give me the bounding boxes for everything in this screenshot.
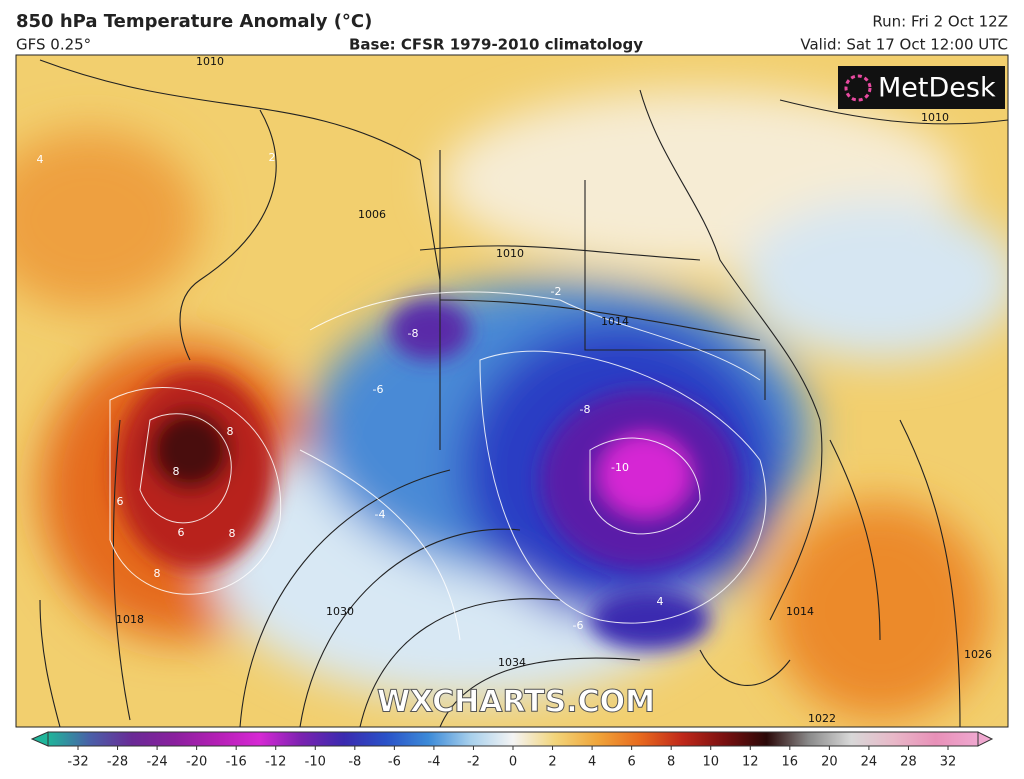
contour-label: 1014 bbox=[786, 605, 814, 618]
colorbar-tick-label: -2 bbox=[467, 755, 480, 770]
contour-label: 8 bbox=[173, 465, 180, 478]
contour-label: 1010 bbox=[496, 247, 524, 260]
colorbar-tick-label: 28 bbox=[900, 755, 917, 770]
contour-label: 2 bbox=[269, 151, 276, 164]
colorbar-tick-label: -28 bbox=[107, 755, 128, 770]
colorbar-arrow-right bbox=[977, 731, 994, 747]
colorbar-tick-label: 10 bbox=[702, 755, 719, 770]
colorbar-tick-label: 12 bbox=[742, 755, 759, 770]
colorbar-tick-label: -12 bbox=[265, 755, 286, 770]
contour-label: 1014 bbox=[601, 315, 629, 328]
watermark: WXCHARTS.COM bbox=[377, 685, 655, 720]
colorbar-tick-label: 4 bbox=[588, 755, 596, 770]
contour-label: 1010 bbox=[196, 55, 224, 68]
base: Base: CFSR 1979-2010 climatology bbox=[349, 36, 643, 54]
colorbar-tick-label: 0 bbox=[509, 755, 517, 770]
contour-label: -8 bbox=[580, 403, 591, 416]
colorbar-tick-label: -20 bbox=[186, 755, 207, 770]
map: 1010 1006 1010 1014 1010 1030 1034 1022 1026 1014… bbox=[16, 55, 1008, 727]
contour-label: 1018 bbox=[116, 613, 144, 626]
model: GFS 0.25° bbox=[16, 36, 91, 54]
contour-label: 1026 bbox=[964, 648, 992, 661]
contour-label: 1006 bbox=[358, 208, 386, 221]
contour-label: 1022 bbox=[808, 712, 836, 725]
contour-label: -6 bbox=[573, 619, 584, 632]
colorbar-tick-label: -6 bbox=[388, 755, 401, 770]
colorbar-tick-label: 16 bbox=[782, 755, 799, 770]
colorbar-tick-label: -10 bbox=[305, 755, 326, 770]
contour-label: 1010 bbox=[921, 111, 949, 124]
contour-label: -8 bbox=[408, 327, 419, 340]
contour-label: -6 bbox=[373, 383, 384, 396]
title: 850 hPa Temperature Anomaly (°C) bbox=[16, 11, 372, 32]
map-frame bbox=[15, 54, 1009, 728]
contour-label: 4 bbox=[37, 153, 44, 166]
contour-label: -4 bbox=[375, 508, 386, 521]
run: Run: Fri 2 Oct 12Z bbox=[872, 13, 1008, 31]
colorbar-tick-label: 20 bbox=[821, 755, 838, 770]
colorbar-tick-label: -32 bbox=[67, 755, 88, 770]
contour-label: 4 bbox=[657, 595, 664, 608]
contour-label: -2 bbox=[551, 285, 562, 298]
contour-label: 6 bbox=[178, 526, 185, 539]
colorbar-tick-label: -4 bbox=[427, 755, 440, 770]
logo: MetDesk bbox=[878, 73, 996, 104]
colorbar-arrow-left bbox=[30, 731, 49, 747]
contour-label: 8 bbox=[229, 527, 236, 540]
colorbar-tick-label: 2 bbox=[548, 755, 556, 770]
valid: Valid: Sat 17 Oct 12:00 UTC bbox=[800, 36, 1008, 54]
colorbar-tick-label: 24 bbox=[861, 755, 878, 770]
colorbar: -32 -28 -24 -20 -16 -12 -10 -8 -6 -4 -2 0 2 4 6 8 10 12 16… bbox=[30, 731, 994, 770]
colorbar-scale bbox=[47, 731, 979, 747]
contour-label: 8 bbox=[154, 567, 161, 580]
colorbar-tick-label: -16 bbox=[226, 755, 247, 770]
colorbar-tick-label: 6 bbox=[627, 755, 635, 770]
colorbar-tick-label: 32 bbox=[940, 755, 957, 770]
contour-label: 1034 bbox=[498, 656, 526, 669]
colorbar-tick-label: -24 bbox=[146, 755, 167, 770]
colorbar-tick-label: 8 bbox=[667, 755, 675, 770]
contour-label: 1030 bbox=[326, 605, 354, 618]
contour-label: -10 bbox=[611, 461, 629, 474]
contour-label: 6 bbox=[117, 495, 124, 508]
colorbar-tick-label: -8 bbox=[348, 755, 361, 770]
contour-label: 8 bbox=[227, 425, 234, 438]
